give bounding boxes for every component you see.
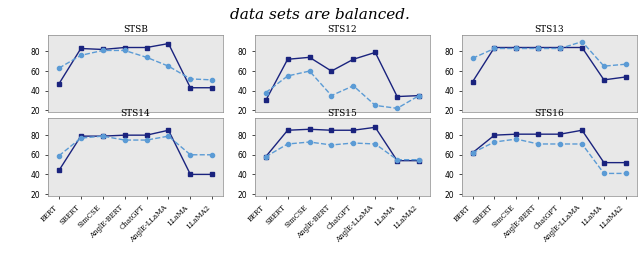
Title: STS12: STS12 <box>328 25 357 34</box>
Title: STSB: STSB <box>123 25 148 34</box>
Title: STS15: STS15 <box>328 109 357 118</box>
Text: data sets are balanced.: data sets are balanced. <box>230 8 410 22</box>
Title: STS16: STS16 <box>534 109 564 118</box>
Title: STS14: STS14 <box>121 109 150 118</box>
Title: STS13: STS13 <box>534 25 564 34</box>
